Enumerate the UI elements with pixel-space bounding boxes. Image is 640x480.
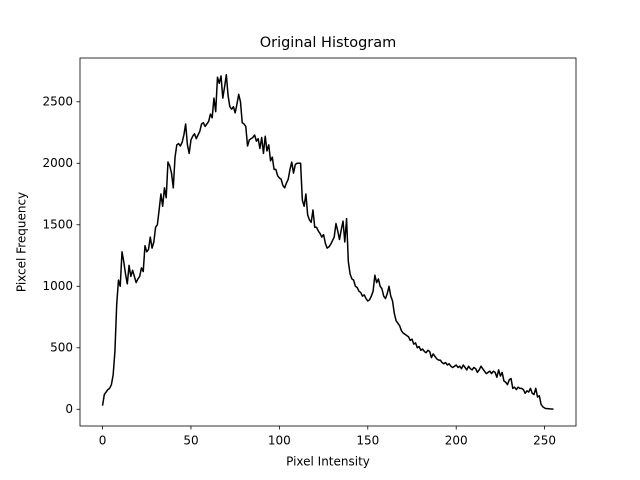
y-tick-label: 2000 [42, 156, 73, 170]
x-tick-label: 200 [445, 434, 468, 448]
chart-title: Original Histogram [260, 35, 397, 51]
y-tick-label: 1500 [42, 217, 73, 231]
x-tick-label: 250 [533, 434, 556, 448]
y-tick-label: 2500 [42, 94, 73, 108]
x-tick-label: 0 [99, 434, 107, 448]
y-tick-label: 1000 [42, 279, 73, 293]
data-line [101, 73, 554, 410]
x-tick-label: 50 [183, 434, 198, 448]
plot-frame [79, 57, 577, 427]
x-tick-label: 100 [268, 434, 291, 448]
x-tick-label: 150 [356, 434, 379, 448]
y-tick-label: 500 [50, 340, 73, 354]
y-axis-label: Pixcel Frequency [15, 192, 29, 292]
x-axis-label: Pixel Intensity [286, 455, 370, 469]
y-tick-label: 0 [65, 402, 73, 416]
